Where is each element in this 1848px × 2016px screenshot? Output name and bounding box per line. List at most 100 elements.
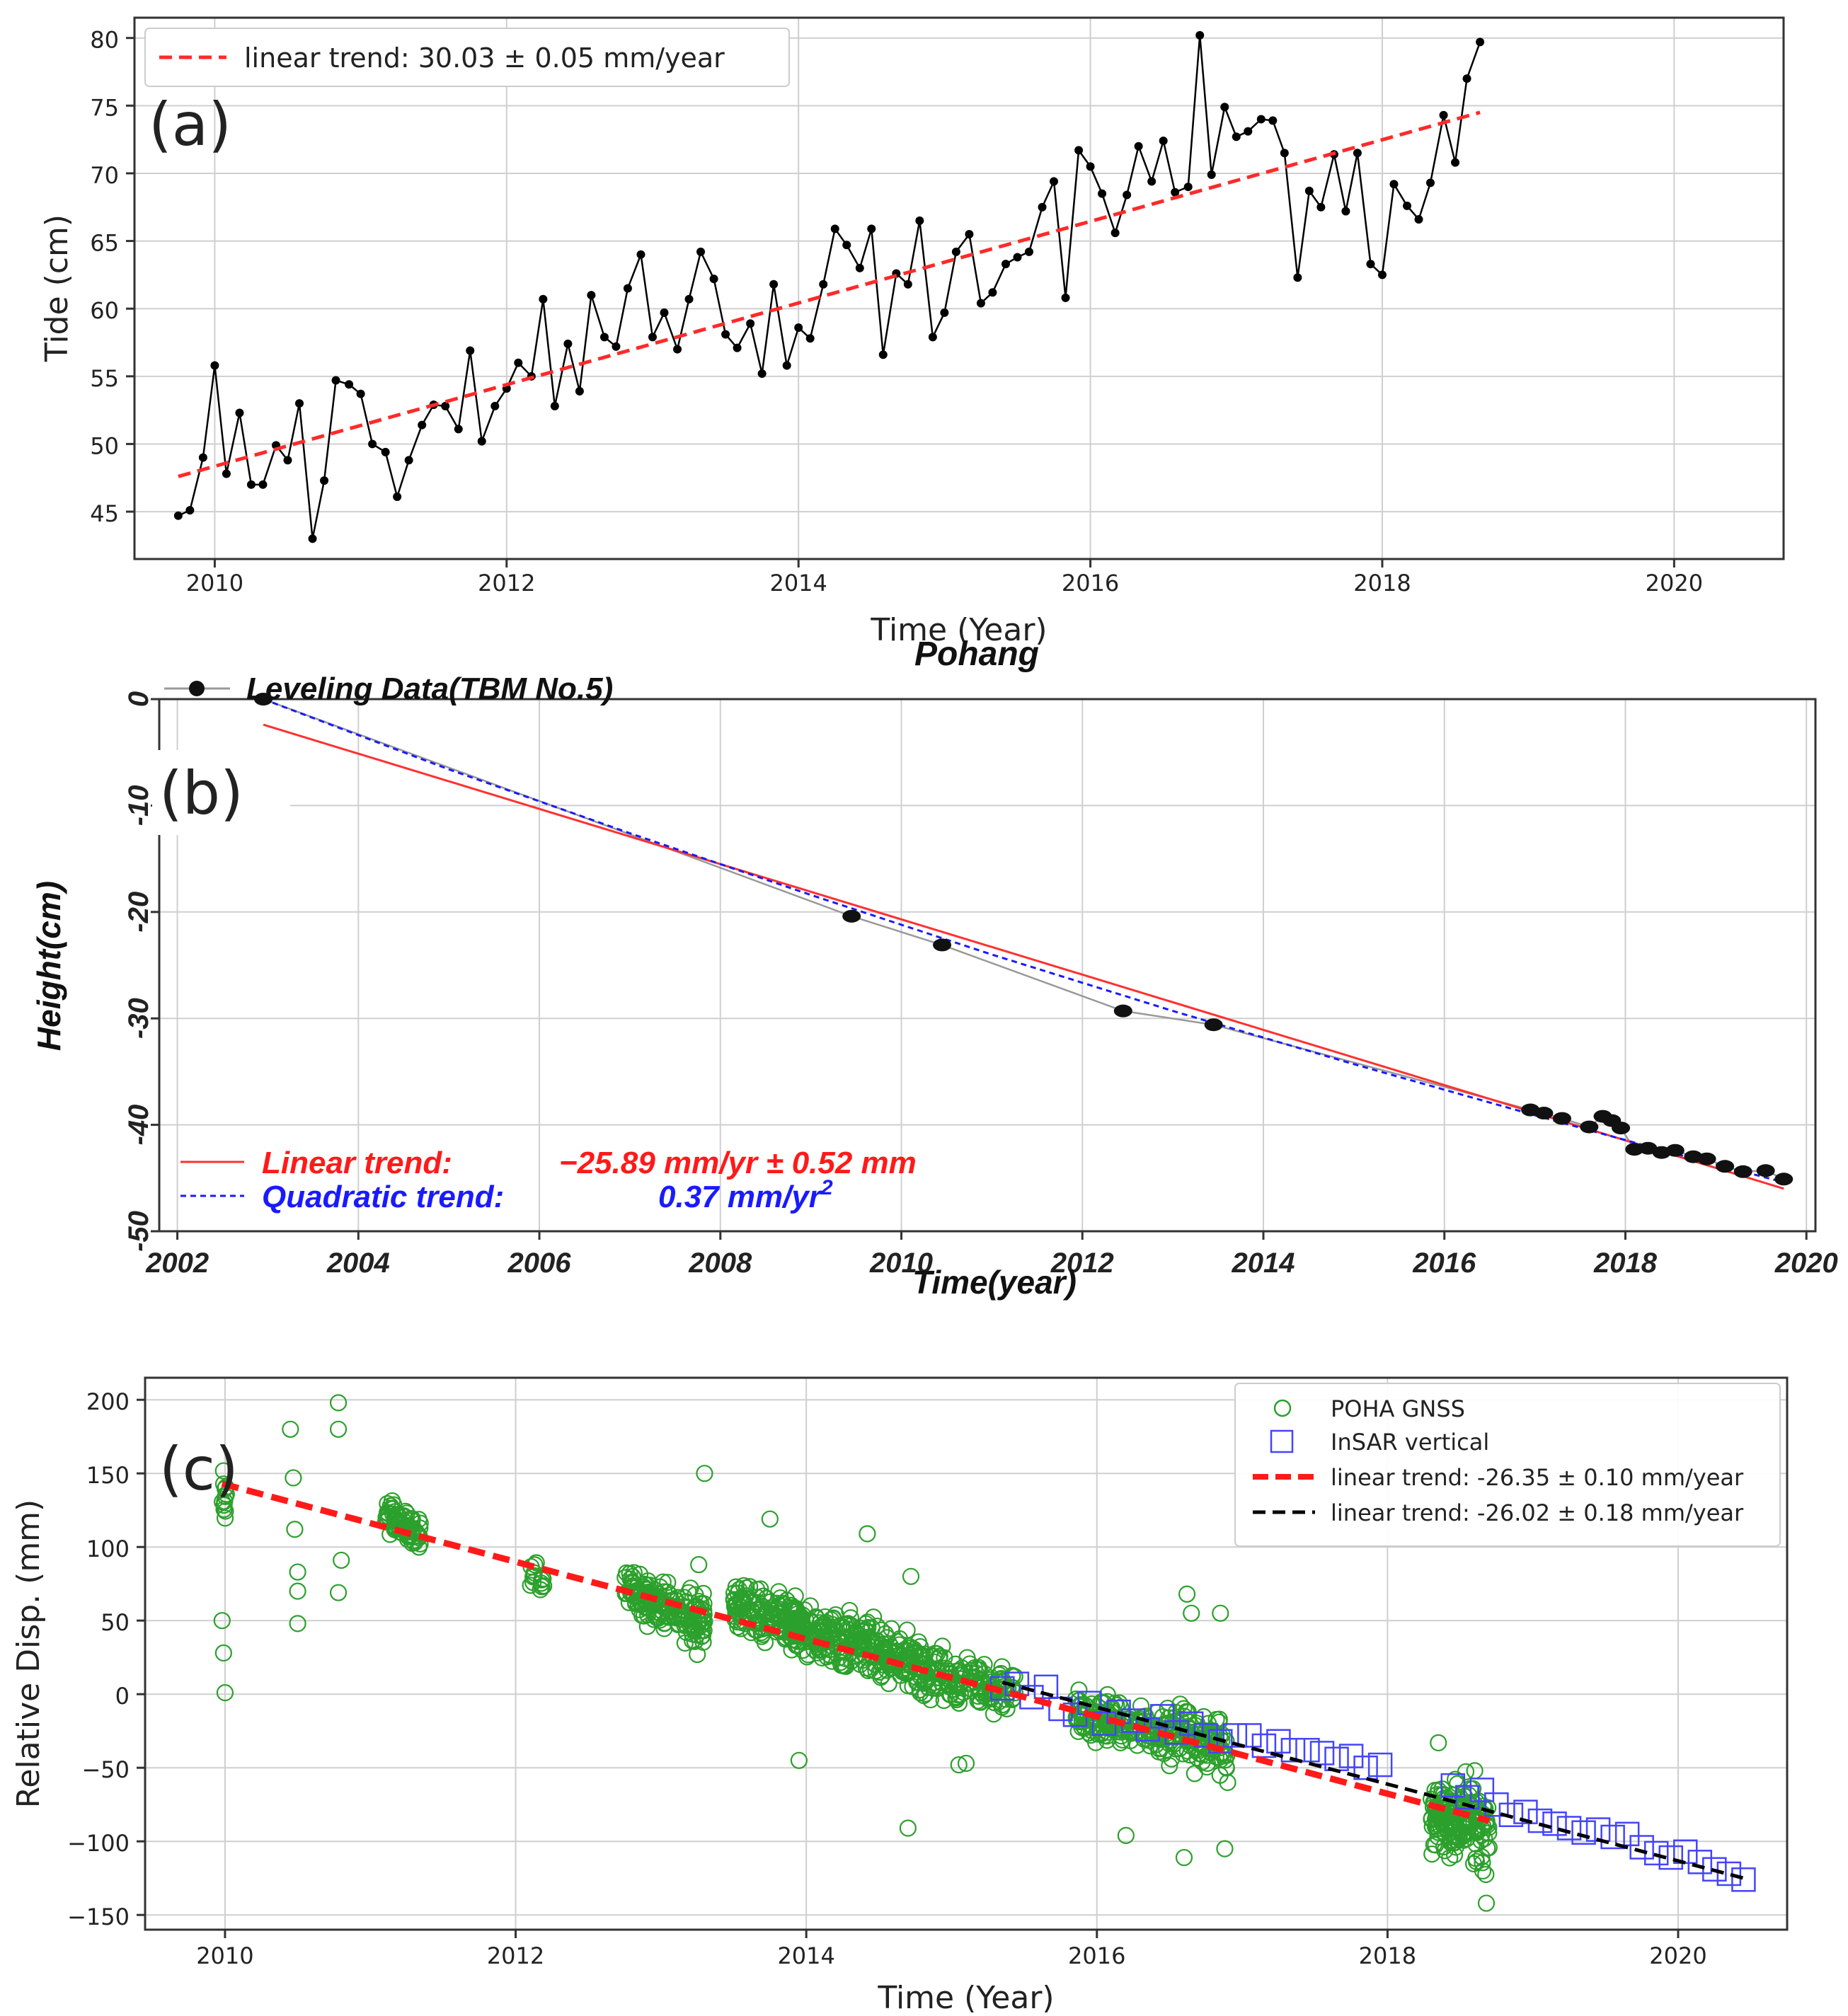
panel-a-ytick-label: 45 <box>90 500 119 527</box>
panel-b-xlabel: Time(year) <box>912 1264 1077 1301</box>
panel-c-gnss-point <box>1468 1824 1486 1841</box>
panel-c-gnss-point <box>1454 1831 1473 1849</box>
panel-c-gnss-outlier <box>285 1469 302 1487</box>
panel-c-gnss-point <box>1112 1734 1130 1751</box>
panel-a-tide-point <box>308 534 317 543</box>
panel-a-tide-line <box>178 35 1481 539</box>
panel-a-tide-point <box>1013 253 1022 262</box>
panel-c-gnss-outlier <box>289 1563 306 1581</box>
panel-a-tide-point <box>514 358 523 367</box>
panel-c-gnss-outlier <box>289 1615 306 1632</box>
panel-c-gnss-point <box>734 1599 752 1617</box>
panel-a-tide-point <box>393 493 402 502</box>
panel-a-tide-point <box>1414 214 1423 224</box>
panel-b-leveling-point <box>1625 1143 1644 1156</box>
panel-b-xtick-label: 2018 <box>1593 1248 1658 1279</box>
panel-a-tide-point <box>320 476 329 485</box>
panel-a-tide-point <box>173 511 183 520</box>
panel-c-gnss-point <box>859 1618 877 1637</box>
panel-c-ytick-label: 0 <box>115 1683 130 1710</box>
panel-c-gnss-point <box>755 1606 773 1624</box>
panel-a-plot-area <box>133 16 1785 560</box>
panel-a-tide-point <box>1147 177 1157 186</box>
panel-a-tide-point <box>1038 202 1047 212</box>
panel-a-tide-point <box>1256 115 1266 124</box>
panel-c-marks <box>213 1394 1756 1912</box>
panel-c-gnss-point <box>654 1573 672 1591</box>
panel-c-gnss-point <box>532 1574 550 1592</box>
panel-a-tide-point <box>951 247 960 256</box>
panel-a-tide-point <box>1366 260 1375 269</box>
panel-a-ytick-label: 50 <box>90 432 119 459</box>
panel-b-ticks: 2002 2004 2006 2008 2010 2012 2014 2016 2018 2020… <box>123 691 1838 1279</box>
panel-c-gnss-point <box>655 1615 673 1632</box>
panel-a-tide-point <box>539 294 548 304</box>
panel-c-gnss-point <box>1439 1807 1457 1825</box>
panel-c-gnss-point <box>820 1618 837 1635</box>
panel-a-legend: linear trend: 30.03 ± 0.05 mm/year <box>144 28 790 87</box>
panel-a-tide-point <box>1353 149 1362 158</box>
panel-a-tide-point <box>1098 189 1107 198</box>
panel-c-insar-point <box>1702 1857 1727 1882</box>
panel-a-tide-point <box>636 250 645 259</box>
panel-c-gnss-point <box>399 1528 417 1545</box>
panel-c-insar-point <box>1673 1839 1698 1865</box>
panel-c-xtick-label: 2012 <box>487 1942 544 1969</box>
panel-a-xtick-label: 2020 <box>1646 570 1703 597</box>
panel-a-tide-point <box>1268 116 1278 125</box>
panel-a-tide-point <box>612 342 621 351</box>
panel-a-tide-point <box>258 480 268 489</box>
panel-a-tide-point <box>356 389 365 398</box>
panel-b-xtick-label: 2004 <box>326 1248 390 1279</box>
panel-b-leveling-point <box>1204 1018 1223 1032</box>
panel-c-insar-point <box>1614 1821 1640 1847</box>
panel-a-legend-box <box>144 28 790 87</box>
panel-c-gnss-point <box>962 1661 980 1679</box>
panel-b-legend-top: Leveling Data(TBM No.5) <box>164 672 613 706</box>
panel-c-gnss-point <box>917 1685 934 1703</box>
panel-b-leveling-point <box>1697 1152 1716 1165</box>
panel-a-tide-point <box>381 447 390 456</box>
panel-c-ylabel: Relative Disp. (mm) <box>11 1499 47 1808</box>
panel-c-gnss-point <box>790 1613 808 1631</box>
panel-c-gnss-outlier <box>329 1420 348 1438</box>
panel-a-label: (a) <box>149 90 231 159</box>
panel-a-tide-point <box>709 275 718 284</box>
panel-a-tide-point <box>976 299 985 308</box>
panel-a-tide-point <box>1439 110 1448 120</box>
panel-c-insar-point <box>1367 1752 1393 1778</box>
panel-a-tide-point <box>1244 127 1253 136</box>
panel-c-ytick-label: 150 <box>86 1462 130 1489</box>
panel-c-gnss-outlier <box>1212 1604 1229 1622</box>
panel-a-tide-point <box>441 401 450 410</box>
panel-a-tide-point <box>1024 247 1033 256</box>
panel-a-xtick-label: 2010 <box>186 570 243 597</box>
panel-a-tide-point <box>466 346 475 355</box>
panel-c-gnss-outlier <box>282 1420 299 1438</box>
panel-c-gnss-point <box>1423 1845 1441 1863</box>
panel-c-insar-point <box>1716 1861 1742 1887</box>
panel-c-xtick-label: 2018 <box>1359 1942 1416 1969</box>
panel-c-xtick-label: 2016 <box>1068 1942 1125 1969</box>
panel-c-gnss-point <box>764 1605 781 1623</box>
panel-a-tide-point <box>198 453 207 462</box>
panel-c-insar-point <box>1513 1799 1538 1824</box>
panel-c-gnss-point <box>737 1587 754 1605</box>
panel-a-tide-point <box>1086 162 1095 171</box>
panel-c-gnss-point <box>1210 1710 1228 1728</box>
panel-c-gnss-point <box>689 1615 707 1632</box>
panel-a-tide-point <box>623 284 632 293</box>
panel-c-gnss-point <box>692 1616 711 1634</box>
panel-c-gnss-outlier <box>696 1465 713 1482</box>
panel-b-xtick-label: 2006 <box>507 1248 572 1279</box>
panel-b-leveling-point <box>1756 1164 1775 1177</box>
panel-c-gnss-point <box>878 1629 896 1647</box>
panel-c-insar-point <box>1280 1737 1306 1763</box>
panel-c-legend-insar-label: InSAR vertical <box>1331 1429 1489 1456</box>
panel-c-gnss-outlier <box>289 1582 306 1600</box>
panel-a-tide-point <box>345 380 354 389</box>
panel-c-gnss-point <box>842 1617 861 1635</box>
panel-c-gnss-outlier <box>1466 1762 1483 1780</box>
panel-b-ytick-label: -30 <box>123 998 154 1039</box>
